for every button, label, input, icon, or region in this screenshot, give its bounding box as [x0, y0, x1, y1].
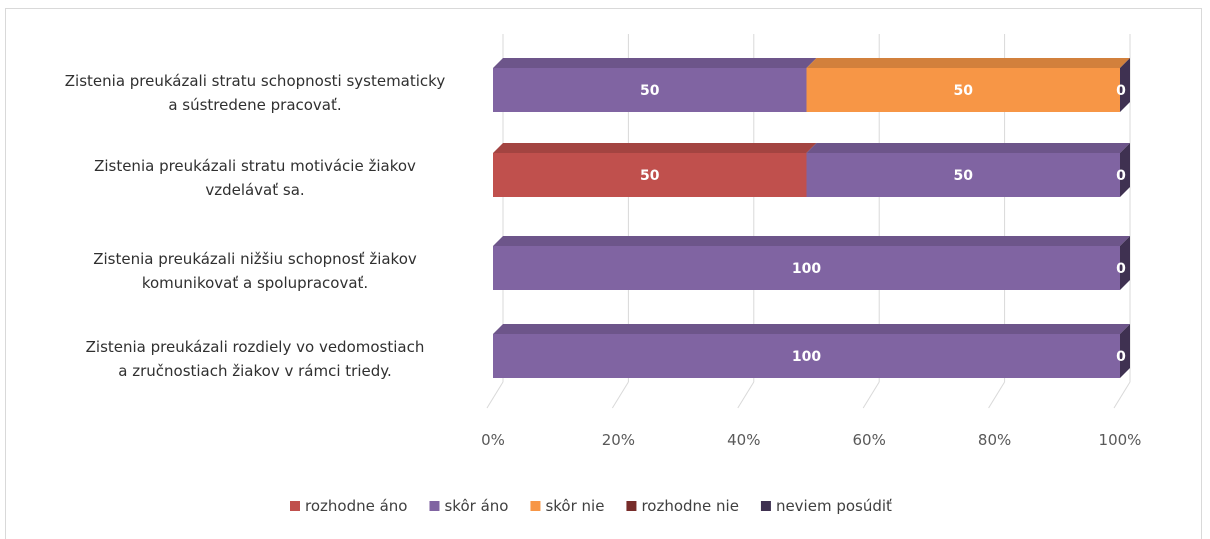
bar-segment: [493, 334, 1120, 378]
bar-side-face: [1120, 324, 1130, 378]
legend-entry: rozhodne áno: [305, 497, 407, 515]
bar-segment: [806, 68, 1120, 112]
data-label: 100: [792, 261, 821, 277]
chart-border: [5, 8, 1202, 539]
floor-gridline: [611, 381, 629, 409]
bar-side-face: [1120, 58, 1130, 112]
legend-swatch: [626, 501, 637, 511]
x-tick-label: 20%: [602, 431, 635, 449]
legend-entry: skôr áno: [444, 497, 508, 515]
floor-gridline: [737, 381, 755, 409]
bar-segment: [493, 153, 807, 197]
floor-gridline: [988, 381, 1006, 409]
data-label: 50: [954, 168, 974, 184]
category-label: Zistenia preukázali stratu schopnosti sy…: [65, 72, 446, 114]
data-label: 50: [640, 168, 660, 184]
bar-segment-top: [806, 58, 1130, 68]
bar-segment-top: [493, 236, 1130, 246]
category-label: Zistenia preukázali stratu motivácie žia…: [94, 157, 416, 199]
category-label: Zistenia preukázali nižšiu schopnosť žia…: [93, 250, 417, 292]
bar-side-face: [1120, 143, 1130, 197]
x-tick-label: 100%: [1099, 431, 1142, 449]
x-tick-label: 40%: [727, 431, 760, 449]
floor-gridline: [1113, 381, 1131, 409]
legend-swatch: [290, 501, 300, 511]
legend-entry: neviem posúdiť: [776, 497, 892, 515]
floor-gridline: [486, 381, 504, 409]
x-tick-label: 60%: [853, 431, 886, 449]
legend: rozhodne áno skôr áno skôr nie rozhodne nie…: [290, 497, 892, 515]
legend-swatch: [530, 501, 541, 511]
bar-segment-top: [493, 58, 817, 68]
bar-segment-top: [493, 143, 817, 153]
bar-segment: [806, 153, 1120, 197]
category-label: Zistenia preukázali rozdiely vo vedomost…: [86, 338, 425, 380]
legend-entry: skôr nie: [545, 497, 604, 515]
legend-entry: rozhodne nie: [641, 497, 739, 515]
x-tick-label: 0%: [481, 431, 505, 449]
bar-segment: [493, 246, 1120, 290]
data-label: 0: [1116, 349, 1126, 365]
data-label: 0: [1116, 168, 1126, 184]
floor-gridline: [862, 381, 880, 409]
bar-segment-top: [806, 143, 1130, 153]
x-tick-label: 80%: [978, 431, 1011, 449]
data-label: 0: [1116, 83, 1126, 99]
bar-segment: [493, 68, 807, 112]
data-label: 50: [640, 83, 660, 99]
data-label: 100: [792, 349, 821, 365]
data-label: 50: [954, 83, 974, 99]
legend-swatch: [760, 501, 771, 511]
bar-segment-top: [493, 324, 1130, 334]
data-label: 0: [1116, 261, 1126, 277]
legend-swatch: [429, 501, 440, 511]
bar-side-face: [1120, 236, 1130, 290]
